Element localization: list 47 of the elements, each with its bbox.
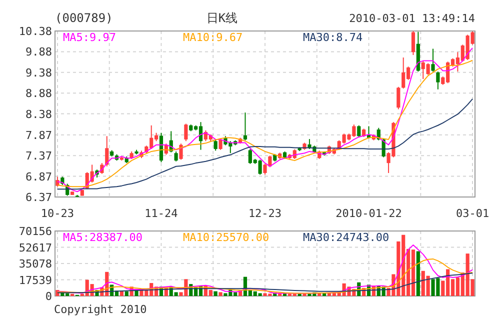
y-tick-label: 9.88 xyxy=(26,46,52,59)
x-tick-label: 2010-01-22 xyxy=(336,207,402,220)
candlestick xyxy=(396,86,400,110)
text: MA5:9.97 xyxy=(63,31,116,44)
y-tick-label: 7.37 xyxy=(26,150,52,163)
text: MA30:8.74 xyxy=(303,31,363,44)
candlestick xyxy=(411,30,416,56)
candlestick xyxy=(184,123,188,142)
y-tick-label: 8.38 xyxy=(26,108,52,121)
candlestick xyxy=(105,136,109,167)
bar xyxy=(416,251,420,296)
x-tick-label: 03-01 xyxy=(456,207,490,220)
text: 2010-03-01 13:49:14 xyxy=(349,12,476,25)
text: Copyright 2010 xyxy=(54,303,147,316)
y-tick-label: 52617 xyxy=(18,241,52,254)
candlestick xyxy=(174,150,178,162)
text: MA10:9.67 xyxy=(183,31,243,44)
y-tick-label: 6.87 xyxy=(26,170,52,184)
candlestick xyxy=(436,71,440,90)
bar xyxy=(218,292,222,296)
candlestick xyxy=(214,138,218,152)
line-series xyxy=(56,98,474,190)
line-series xyxy=(56,258,474,294)
y-tick-label: 7.87 xyxy=(26,128,52,142)
y-tick-label: 17539 xyxy=(18,274,52,287)
text: MA5:28387.00 xyxy=(63,231,142,244)
text: MA30:24743.00 xyxy=(303,231,390,244)
bar xyxy=(214,291,218,296)
candlestick xyxy=(357,124,361,138)
line-series xyxy=(56,272,474,294)
y-tick-label: 6.37 xyxy=(26,191,52,204)
y-tick-label: 9.38 xyxy=(26,66,52,80)
chart-subtitle: 日K线 xyxy=(206,11,238,25)
chart-title: (000789) xyxy=(55,11,113,25)
text: MA10:25570.00 xyxy=(183,231,270,244)
y-tick-label: 0 xyxy=(45,290,52,303)
y-tick-label: 70156 xyxy=(18,225,52,238)
bar xyxy=(124,291,128,296)
y-tick-label: 35078 xyxy=(18,258,52,270)
y-tick-label: 8.88 xyxy=(26,87,52,100)
line-series xyxy=(56,244,474,294)
x-tick-label: 12-23 xyxy=(248,207,282,220)
candlestick xyxy=(431,48,435,72)
x-tick-label: 10-23 xyxy=(40,207,74,220)
candlestick xyxy=(243,112,248,141)
y-tick-label: 10.38 xyxy=(18,25,52,38)
x-tick-label: 11-24 xyxy=(144,207,178,220)
